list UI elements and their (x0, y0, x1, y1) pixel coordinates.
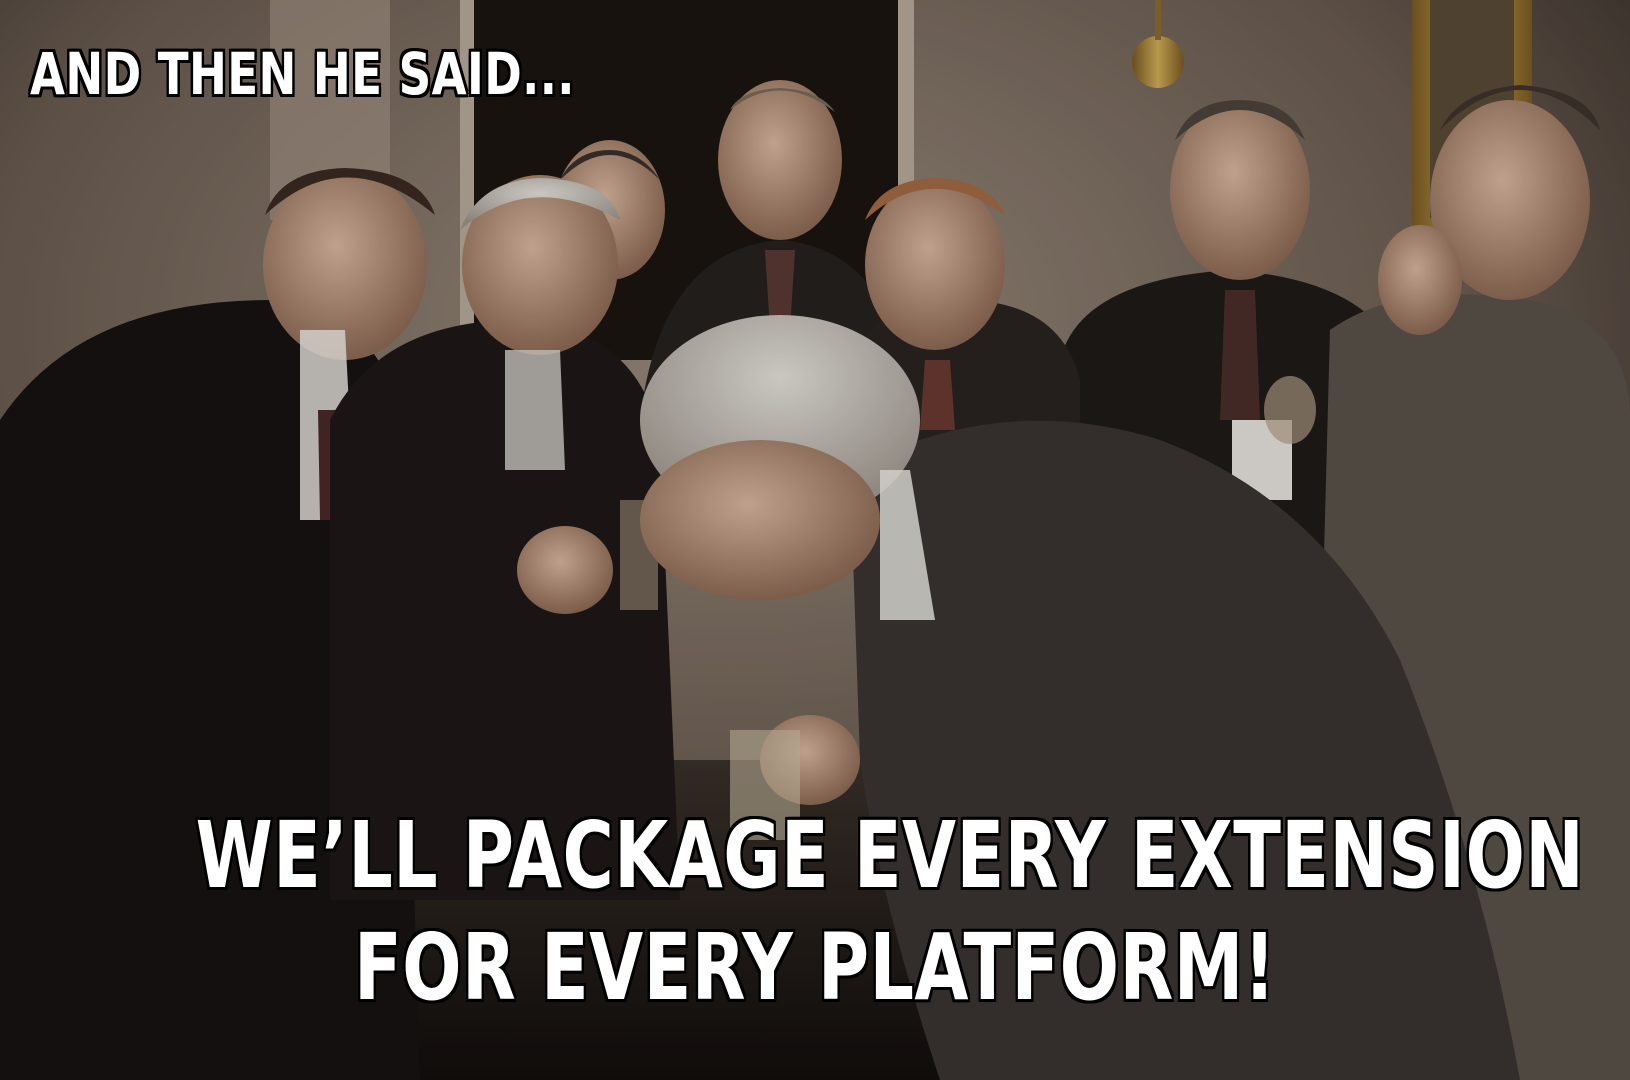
bottom-caption: WE’LL PACKAGE EVERY EXTENSION FOR EVERY … (0, 800, 1630, 1024)
bottom-caption-line-2: FOR EVERY PLATFORM! (353, 913, 1277, 1023)
bottom-caption-line-1: WE’LL PACKAGE EVERY EXTENSION (194, 801, 1585, 911)
top-caption: AND THEN HE SAID... (29, 39, 576, 110)
